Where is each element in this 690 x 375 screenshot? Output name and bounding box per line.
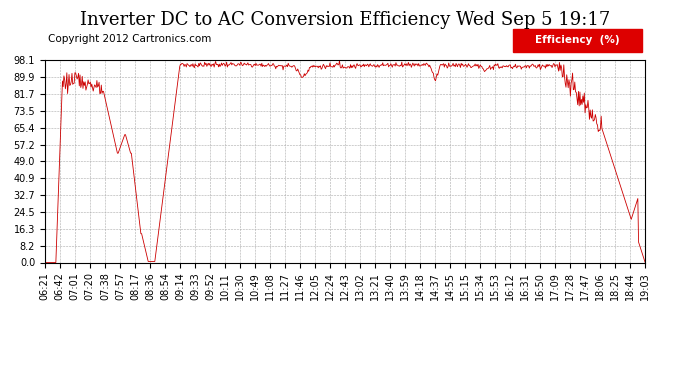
Bar — [513, 28, 642, 52]
Text: Efficiency  (%): Efficiency (%) — [535, 35, 620, 45]
Text: Inverter DC to AC Conversion Efficiency Wed Sep 5 19:17: Inverter DC to AC Conversion Efficiency … — [80, 11, 610, 29]
Text: Copyright 2012 Cartronics.com: Copyright 2012 Cartronics.com — [48, 34, 211, 44]
